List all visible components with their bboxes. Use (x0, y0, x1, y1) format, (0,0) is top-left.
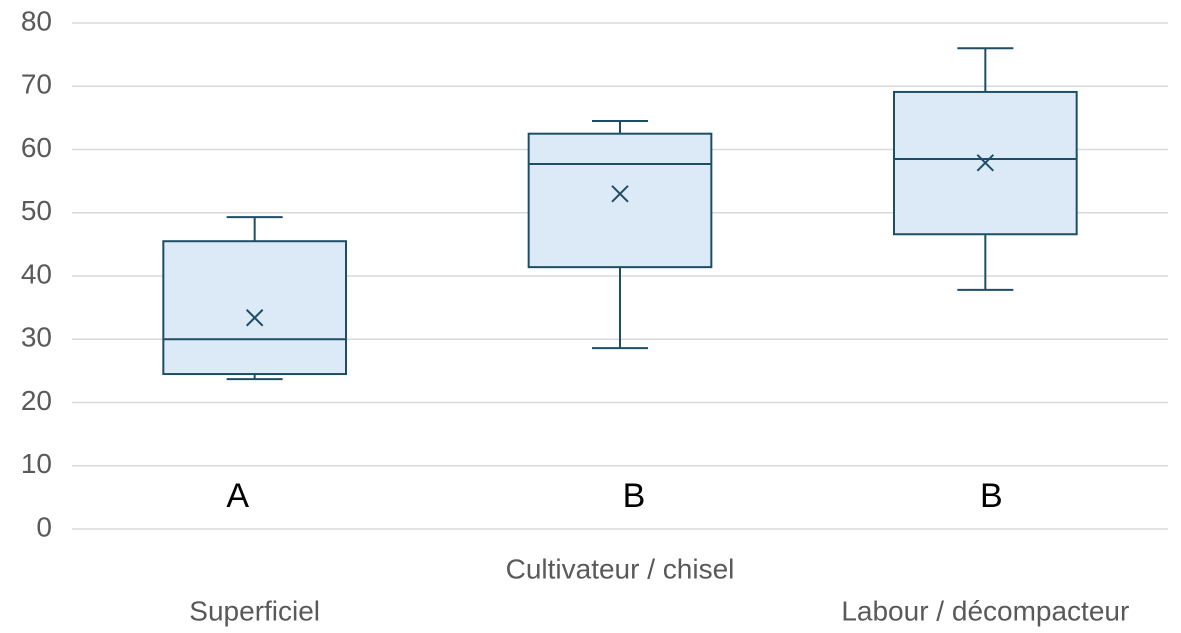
y-tick-label: 80 (21, 5, 52, 36)
y-tick-label: 30 (21, 322, 52, 353)
y-tick-label: 40 (21, 258, 52, 289)
annotation: B (980, 477, 1003, 515)
annotation: B (623, 477, 646, 515)
box (527, 132, 713, 269)
annotation: A (226, 477, 249, 515)
x-tick-label: Labour / décompacteur (841, 595, 1129, 626)
x-tick-label: Superficiel (189, 595, 320, 626)
y-tick-label: 60 (21, 132, 52, 163)
y-tick-label: 70 (21, 69, 52, 100)
box (162, 240, 347, 376)
y-tick-label: 50 (21, 195, 52, 226)
x-tick-label: Cultivateur / chisel (506, 553, 735, 584)
mean-marker (245, 309, 264, 327)
mean-marker (976, 154, 995, 172)
y-tick-label: 20 (21, 385, 52, 416)
y-tick-label: 10 (21, 448, 52, 479)
mean-marker (611, 185, 629, 203)
y-tick-label: 0 (36, 511, 52, 542)
